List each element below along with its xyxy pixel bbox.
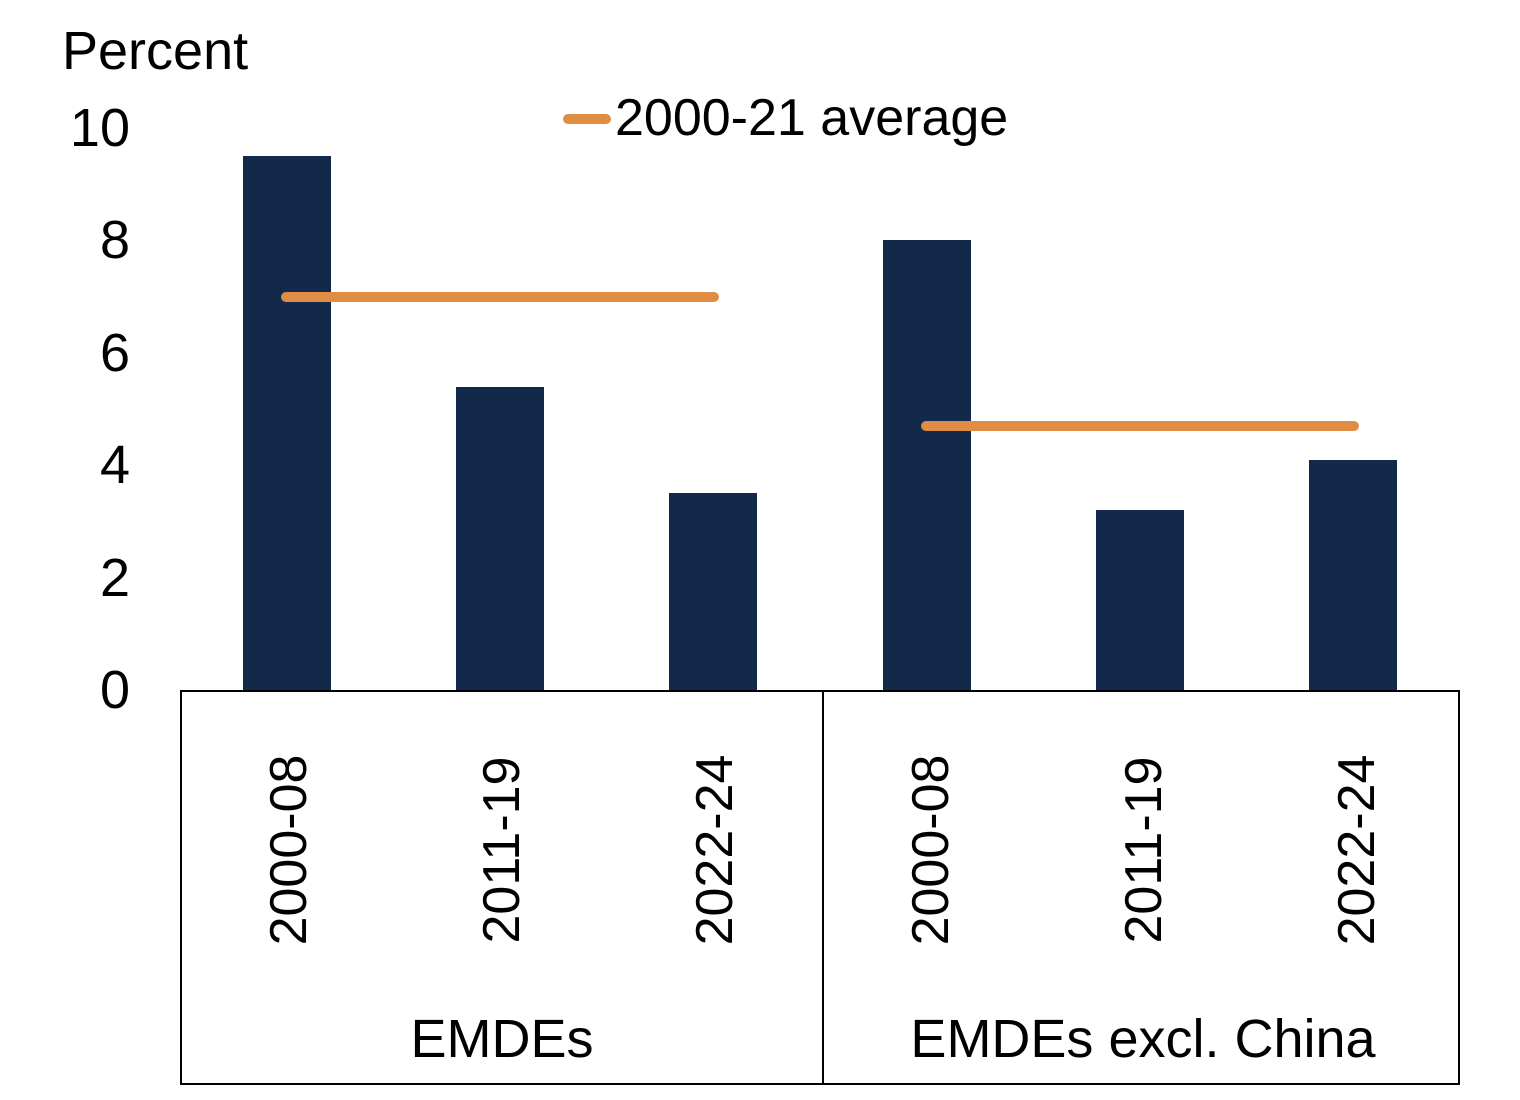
group-label-emdes-excl-china: EMDEs excl. China	[910, 1009, 1376, 1069]
y-axis-ticks: 0 2 4 6 8 10	[0, 0, 130, 720]
y-tick-label: 4	[99, 435, 130, 496]
bar-emdes-2022-24	[669, 493, 758, 690]
average-line-legend-marker	[563, 113, 611, 124]
y-tick-label: 6	[99, 322, 130, 383]
group-section-emdes: 2000-08 2011-19 2022-24 EMDEs	[182, 692, 822, 1083]
group-label-emdes: EMDEs	[410, 1009, 594, 1069]
category-label: 2022-24	[686, 754, 745, 946]
y-axis-unit-label: Percent	[62, 21, 249, 81]
y-tick-label: 10	[69, 98, 130, 158]
plot-area	[180, 0, 1460, 690]
category-label: 2000-08	[901, 754, 960, 946]
category-label: 2011-19	[473, 756, 531, 944]
average-line-emdes	[280, 291, 720, 302]
legend: 2000-21 average	[563, 89, 1009, 147]
legend-label: 2000-21 average	[615, 89, 1009, 147]
category-label: 2011-19	[1115, 756, 1173, 944]
average-line-emdes-excl-china	[920, 420, 1360, 431]
group-section-emdes-excl-china: 2000-08 2011-19 2022-24 EMDEs excl. China	[822, 692, 1462, 1083]
bar-emdes-excl-china-2022-24	[1309, 459, 1398, 690]
bar-emdes-excl-china-2011-19	[1096, 510, 1184, 690]
y-tick-label: 2	[99, 547, 130, 608]
bar-emdes-excl-china-2000-08	[882, 240, 971, 690]
category-label: 2000-08	[259, 754, 318, 946]
y-tick-label: 8	[99, 210, 130, 271]
bar-emdes-2011-19	[456, 386, 544, 690]
category-label: 2022-24	[1328, 754, 1387, 946]
x-axis-label-box: 2000-08 2011-19 2022-24 EMDEs 2000-08 2011-…	[180, 690, 1460, 1085]
bar-emdes-2000-08	[242, 156, 331, 690]
y-tick-label: 0	[99, 660, 130, 720]
